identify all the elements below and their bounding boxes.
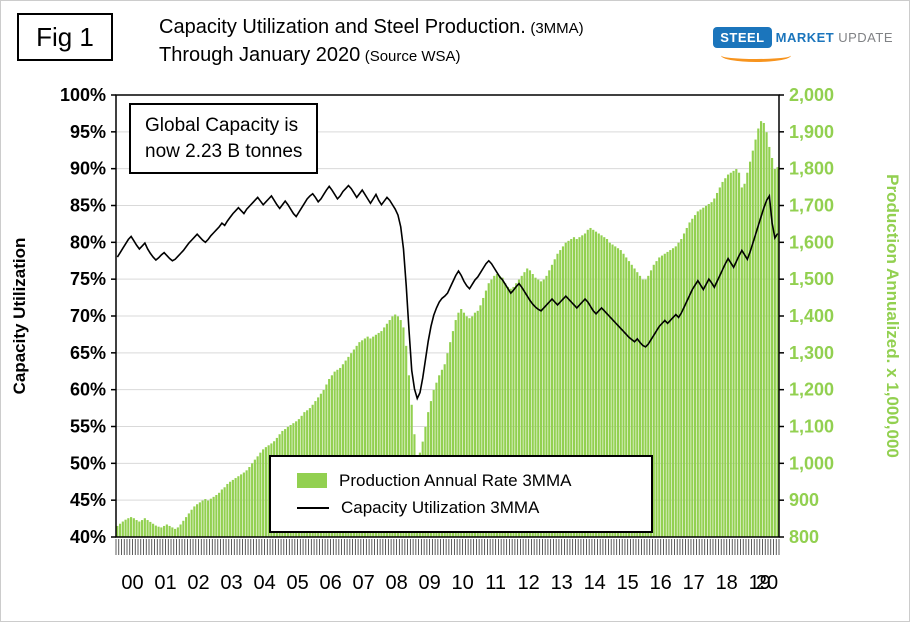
annotation-line2: now 2.23 B tonnes bbox=[145, 140, 303, 162]
svg-text:100%: 100% bbox=[60, 85, 106, 105]
svg-text:20: 20 bbox=[756, 572, 778, 594]
svg-text:13: 13 bbox=[551, 572, 573, 594]
figure-label-box: Fig 1 bbox=[17, 13, 113, 61]
svg-text:Capacity Utilization: Capacity Utilization bbox=[10, 238, 29, 395]
legend-label-production: Production Annual Rate 3MMA bbox=[339, 470, 572, 490]
title-line2-main: Through January 2020 bbox=[159, 44, 361, 66]
svg-text:19: 19 bbox=[749, 572, 771, 594]
svg-text:1,300: 1,300 bbox=[789, 343, 834, 363]
legend-item-utilization: Capacity Utilization 3MMA bbox=[297, 494, 651, 521]
figure-label: Fig 1 bbox=[36, 21, 94, 52]
svg-text:1,600: 1,600 bbox=[789, 232, 834, 252]
title-line1-main: Capacity Utilization and Steel Productio… bbox=[159, 16, 526, 38]
svg-text:1,000: 1,000 bbox=[789, 453, 834, 473]
smu-logo: STEEL MARKET UPDATE bbox=[713, 27, 893, 48]
svg-text:04: 04 bbox=[253, 572, 275, 594]
svg-text:900: 900 bbox=[789, 490, 819, 510]
logo-steel-chip: STEEL bbox=[713, 27, 772, 48]
svg-text:90%: 90% bbox=[70, 159, 106, 179]
title-line2-suffix: (Source WSA) bbox=[364, 48, 461, 65]
svg-text:03: 03 bbox=[220, 572, 242, 594]
svg-text:10: 10 bbox=[451, 572, 473, 594]
legend-line-swatch bbox=[297, 506, 329, 509]
svg-text:1,500: 1,500 bbox=[789, 269, 834, 289]
annotation-line1: Global Capacity is bbox=[145, 115, 299, 136]
svg-text:09: 09 bbox=[418, 572, 440, 594]
svg-text:1,200: 1,200 bbox=[789, 380, 834, 400]
legend-label-utilization: Capacity Utilization 3MMA bbox=[341, 497, 540, 517]
legend-bar-swatch bbox=[297, 473, 327, 488]
svg-text:45%: 45% bbox=[70, 490, 106, 510]
svg-text:800: 800 bbox=[789, 527, 819, 547]
svg-text:18: 18 bbox=[716, 572, 738, 594]
svg-text:50%: 50% bbox=[70, 453, 106, 473]
svg-text:15: 15 bbox=[617, 572, 639, 594]
svg-text:02: 02 bbox=[187, 572, 209, 594]
logo-update-text: UPDATE bbox=[838, 30, 893, 45]
title-line1: Capacity Utilization and Steel Productio… bbox=[159, 13, 584, 41]
svg-text:11: 11 bbox=[485, 572, 506, 594]
svg-text:95%: 95% bbox=[70, 122, 106, 142]
svg-text:40%: 40% bbox=[70, 527, 106, 547]
svg-text:08: 08 bbox=[385, 572, 407, 594]
svg-text:01: 01 bbox=[154, 572, 176, 594]
legend-item-production: Production Annual Rate 3MMA bbox=[297, 467, 651, 494]
svg-text:12: 12 bbox=[518, 572, 540, 594]
svg-text:17: 17 bbox=[683, 572, 705, 594]
svg-text:75%: 75% bbox=[70, 269, 106, 289]
svg-text:1,700: 1,700 bbox=[789, 196, 834, 216]
svg-text:1,900: 1,900 bbox=[789, 122, 834, 142]
svg-text:55%: 55% bbox=[70, 417, 106, 437]
chart-title: Capacity Utilization and Steel Productio… bbox=[159, 13, 584, 69]
svg-text:07: 07 bbox=[352, 572, 374, 594]
logo-market-text: MARKET bbox=[775, 30, 835, 45]
legend: Production Annual Rate 3MMA Capacity Uti… bbox=[269, 455, 653, 533]
logo-swoosh-icon bbox=[721, 49, 791, 62]
svg-text:2,000: 2,000 bbox=[789, 85, 834, 105]
svg-text:05: 05 bbox=[286, 572, 308, 594]
title-line1-suffix: (3MMA) bbox=[530, 20, 584, 37]
annotation-box: Global Capacity is now 2.23 B tonnes bbox=[129, 103, 319, 175]
svg-text:80%: 80% bbox=[70, 232, 106, 252]
svg-text:65%: 65% bbox=[70, 343, 106, 363]
svg-text:Production Annualized. x 1,000: Production Annualized. x 1,000,000 bbox=[883, 174, 902, 458]
svg-text:06: 06 bbox=[319, 572, 341, 594]
svg-text:85%: 85% bbox=[70, 196, 106, 216]
svg-text:14: 14 bbox=[584, 572, 606, 594]
svg-text:1,400: 1,400 bbox=[789, 306, 834, 326]
svg-text:1,100: 1,100 bbox=[789, 417, 834, 437]
svg-text:1,800: 1,800 bbox=[789, 159, 834, 179]
svg-text:00: 00 bbox=[121, 572, 143, 594]
svg-text:16: 16 bbox=[650, 572, 672, 594]
title-line2: Through January 2020 (Source WSA) bbox=[159, 41, 584, 69]
svg-text:60%: 60% bbox=[70, 380, 106, 400]
svg-text:70%: 70% bbox=[70, 306, 106, 326]
